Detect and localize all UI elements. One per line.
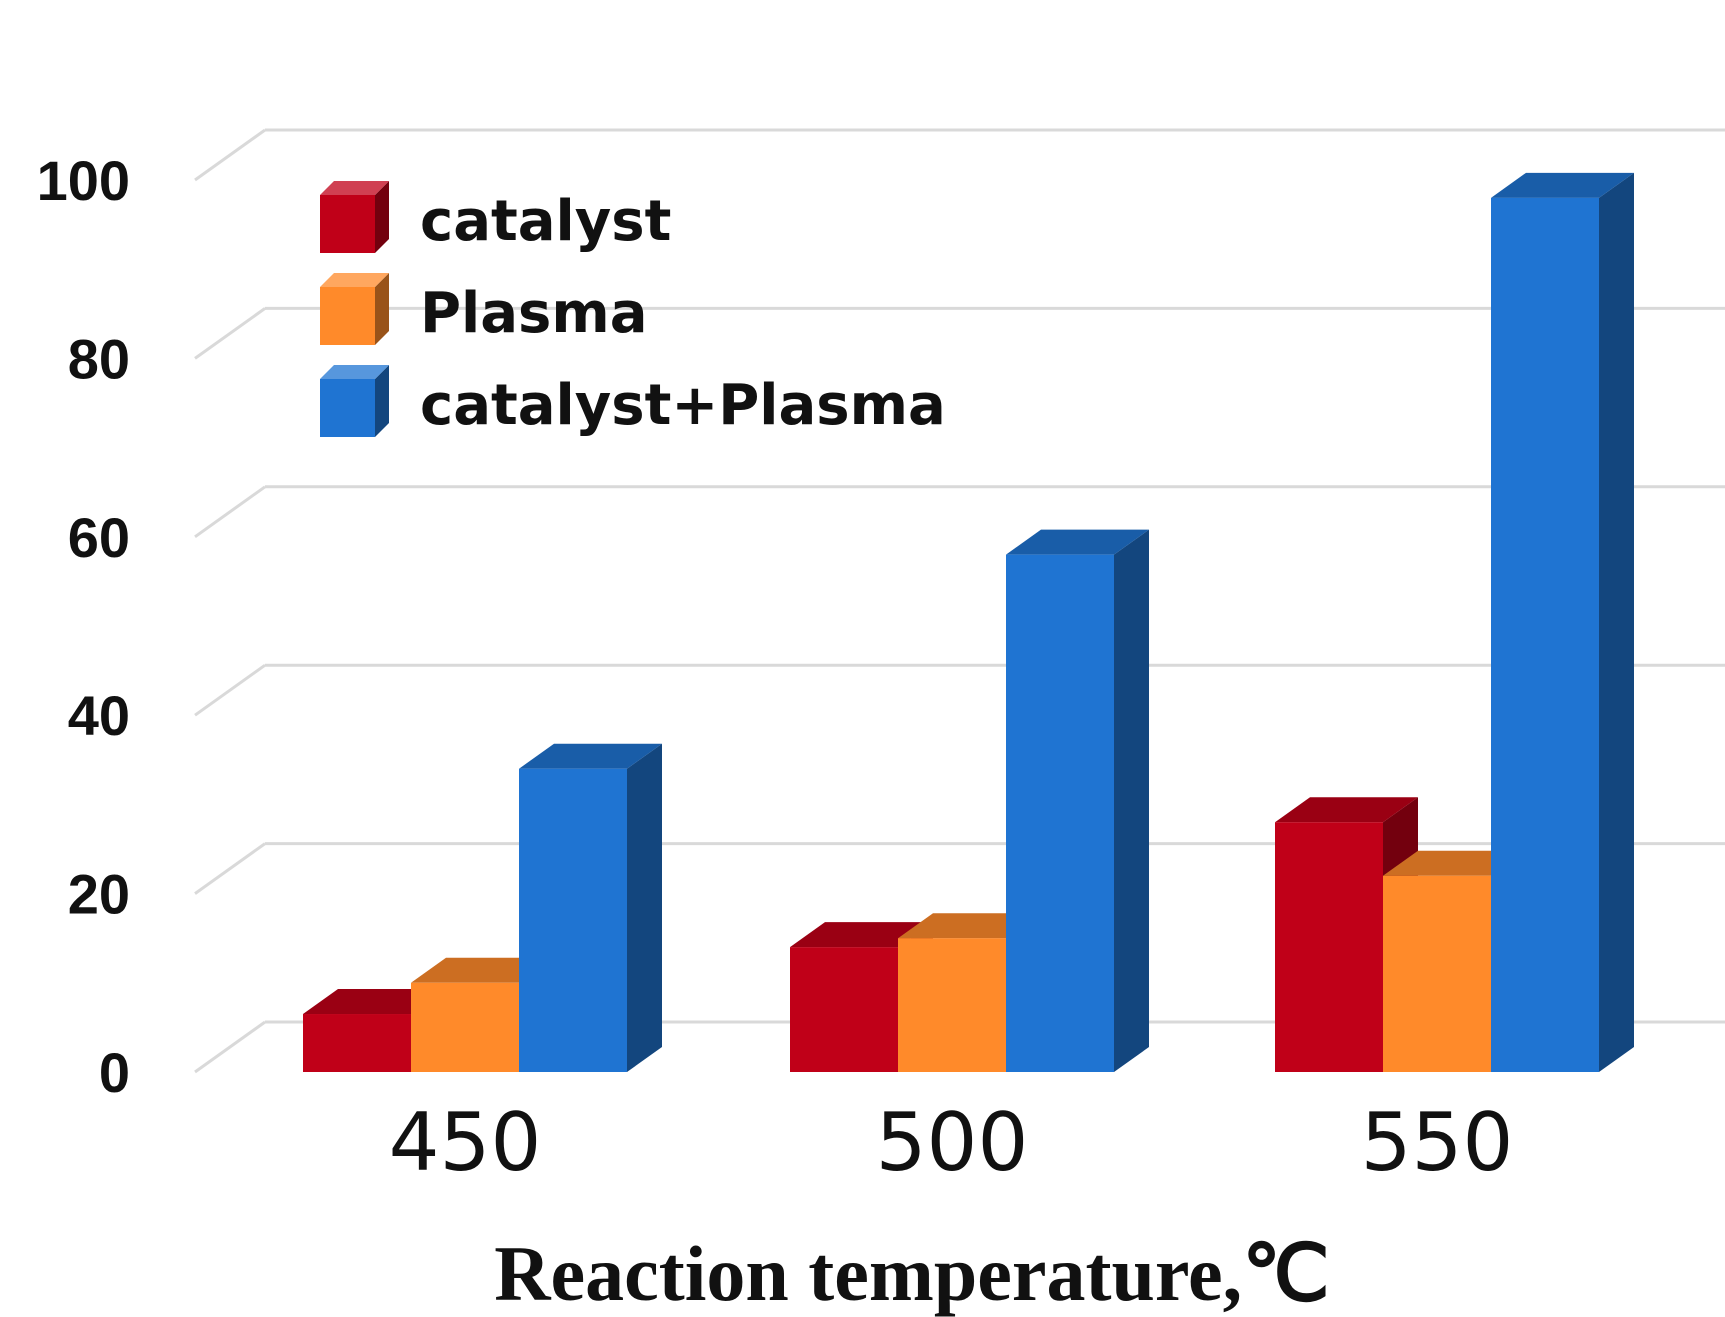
legend-label: catalyst+Plasma	[420, 373, 946, 438]
legend-swatch-side	[375, 365, 389, 437]
legend-swatch	[320, 287, 375, 345]
gridline	[194, 842, 266, 895]
legend: catalyst Plasma catalyst+Plasma	[320, 181, 946, 438]
legend-item: Plasma	[320, 273, 648, 346]
bar-top	[303, 989, 446, 1015]
bar-catalyst-550	[1275, 797, 1418, 1072]
legend-swatch-side	[375, 181, 389, 253]
bar-front	[1006, 554, 1114, 1072]
bar-catalyst-plasma-550	[1491, 172, 1634, 1073]
bar-top	[1006, 529, 1149, 555]
bar-front	[1491, 197, 1599, 1073]
legend-swatch-top	[320, 273, 389, 287]
bar-catalyst-plasma-450	[519, 743, 662, 1072]
bar-front	[519, 768, 627, 1072]
legend-label: Plasma	[420, 281, 648, 346]
legend-swatch	[320, 379, 375, 437]
bar-front	[303, 1014, 411, 1072]
bar-side	[627, 743, 662, 1072]
y-tick-label: 40	[68, 684, 130, 747]
gridline	[194, 663, 266, 717]
bar-side	[1599, 172, 1634, 1073]
x-tick-label: 450	[389, 1096, 542, 1189]
bar-catalyst-plasma-500	[1006, 529, 1149, 1072]
bar-front	[1275, 822, 1383, 1072]
y-tick-label: 20	[68, 863, 130, 926]
bar-side	[1114, 529, 1149, 1072]
bars	[303, 172, 1634, 1073]
bar-top	[411, 957, 554, 983]
bar-top	[898, 913, 1041, 939]
bar-top	[1275, 797, 1418, 823]
legend-item: catalyst+Plasma	[320, 365, 946, 438]
legend-swatch-side	[375, 273, 389, 345]
bar-top	[1383, 850, 1526, 876]
legend-swatch-top	[320, 181, 389, 195]
y-axis-ticks: 0 20 40 60 80 100	[37, 149, 130, 1104]
x-axis-title: Reaction temperature,℃	[494, 1230, 1330, 1317]
bar-plasma-450	[411, 957, 554, 1072]
x-tick-label: 500	[876, 1096, 1029, 1189]
bar-front	[1383, 875, 1491, 1072]
y-tick-label: 0	[99, 1041, 130, 1104]
bar-top	[790, 922, 933, 948]
gridline	[194, 1020, 266, 1074]
legend-swatch	[320, 195, 375, 253]
legend-swatch-top	[320, 365, 389, 379]
bar-front	[411, 982, 519, 1072]
y-tick-label: 60	[68, 506, 130, 569]
x-axis-ticks: 450 500 550	[389, 1096, 1514, 1189]
bar-front	[898, 938, 1006, 1072]
x-tick-label: 550	[1361, 1096, 1514, 1189]
bar-top	[519, 743, 662, 769]
y-tick-label: 100	[37, 149, 130, 212]
legend-label: catalyst	[420, 189, 671, 254]
gridline	[194, 307, 266, 360]
legend-item: catalyst	[320, 181, 671, 254]
bar-top	[1491, 172, 1634, 198]
y-tick-label: 80	[68, 327, 130, 390]
bar-front	[790, 947, 898, 1072]
gridline	[194, 485, 266, 539]
gridline	[194, 128, 266, 182]
